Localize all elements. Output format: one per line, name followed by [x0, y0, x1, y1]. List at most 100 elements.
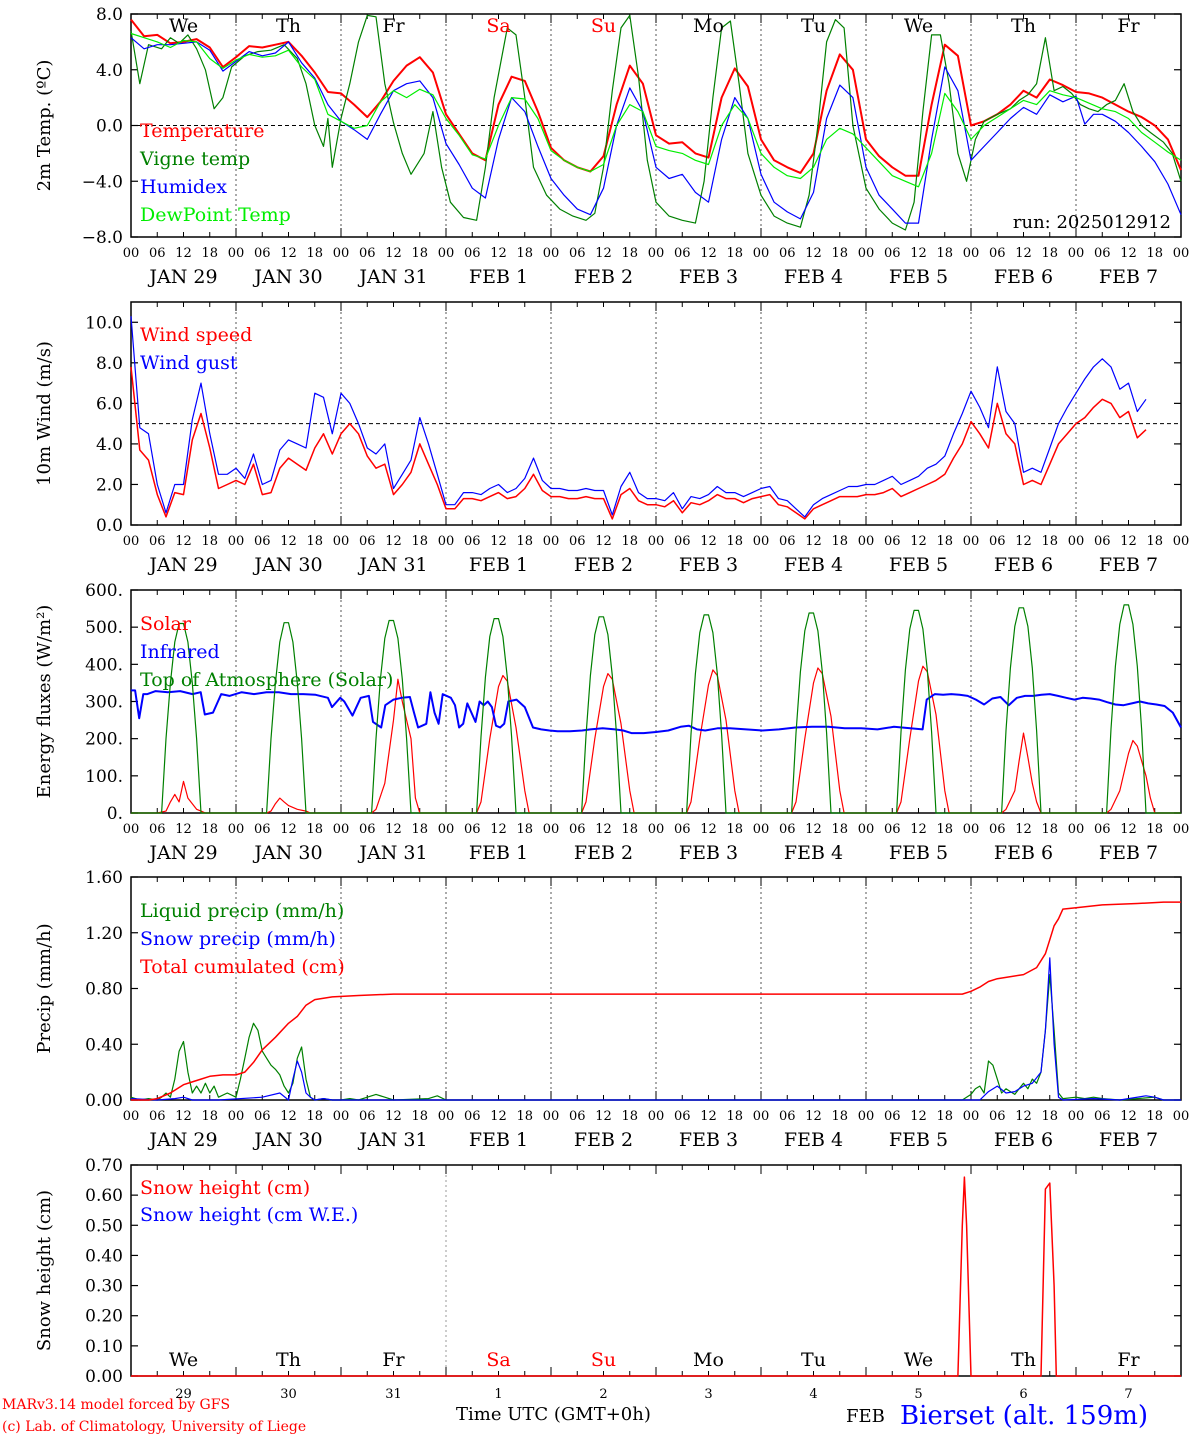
hour-tick-label: 06 — [149, 246, 166, 261]
legend-entry: Snow height (cm W.E.) — [140, 1204, 358, 1226]
hour-tick-label: 12 — [700, 534, 717, 549]
y-tick-label: 500. — [85, 618, 123, 638]
hour-tick-label: 18 — [831, 534, 848, 549]
lab-credit: (c) Lab. of Climatology, University of L… — [2, 1419, 307, 1435]
hour-tick-label: 12 — [1120, 822, 1137, 837]
hour-tick-label: 00 — [963, 822, 980, 837]
hour-tick-label: 18 — [411, 246, 428, 261]
weekday-label: Sa — [486, 1349, 510, 1371]
hour-tick-label: 12 — [385, 1109, 402, 1124]
y-axis-label: 10m Wind (m/s) — [34, 341, 55, 486]
date-label: FEB 3 — [679, 554, 738, 576]
hour-tick-label: 18 — [726, 246, 743, 261]
hour-tick-label: 18 — [306, 534, 323, 549]
hour-tick-label: 12 — [805, 246, 822, 261]
legend-entry: Snow precip (mm/h) — [140, 928, 336, 950]
date-label: FEB 1 — [469, 842, 528, 864]
hour-tick-label: 18 — [936, 822, 953, 837]
hour-tick-label: 00 — [543, 246, 560, 261]
date-label: FEB 7 — [1099, 554, 1158, 576]
hour-tick-label: 12 — [1120, 534, 1137, 549]
hour-tick-label: 00 — [753, 1109, 770, 1124]
weekday-label: Tu — [801, 15, 826, 37]
date-label: FEB 2 — [574, 554, 633, 576]
weekday-label: Fr — [382, 15, 405, 37]
hour-tick-label: 18 — [411, 1109, 428, 1124]
legend-entry: Infrared — [140, 641, 220, 663]
hour-tick-label: 18 — [831, 246, 848, 261]
series-line — [130, 957, 1181, 1101]
hour-tick-label: 06 — [569, 246, 586, 261]
hour-tick-label: 00 — [648, 1109, 665, 1124]
date-label: FEB 4 — [784, 842, 843, 864]
y-tick-label: 1.60 — [85, 868, 123, 888]
hour-tick-label: 00 — [438, 822, 455, 837]
y-tick-label: 0. — [107, 804, 123, 824]
date-label: FEB 2 — [574, 266, 633, 288]
hour-tick-label: 12 — [910, 822, 927, 837]
series-line — [131, 665, 1181, 814]
hour-tick-label: 00 — [963, 534, 980, 549]
y-tick-label: 4.0 — [96, 435, 123, 455]
date-label: FEB 6 — [994, 842, 1053, 864]
weekday-label: Su — [591, 15, 616, 37]
hour-tick-label: 00 — [1068, 822, 1085, 837]
weekday-label: Tu — [801, 1349, 826, 1371]
hour-tick-label: 12 — [175, 1109, 192, 1124]
date-label: JAN 29 — [147, 266, 217, 288]
hour-tick-label: 00 — [963, 1109, 980, 1124]
hour-tick-label: 06 — [149, 534, 166, 549]
hour-tick-label: 06 — [989, 246, 1006, 261]
hour-tick-label: 00 — [858, 822, 875, 837]
hour-tick-label: 18 — [726, 1109, 743, 1124]
day-number-label: 30 — [280, 1387, 297, 1402]
run-annotation: run: 2025012912 — [1013, 212, 1171, 233]
weekday-label: Mo — [693, 1349, 724, 1371]
y-tick-label: 0.60 — [85, 1186, 123, 1206]
hour-tick-label: 18 — [621, 246, 638, 261]
hour-tick-label: 00 — [858, 1109, 875, 1124]
hour-tick-label: 12 — [490, 534, 507, 549]
hour-tick-label: 06 — [674, 246, 691, 261]
hour-tick-label: 06 — [359, 246, 376, 261]
hour-tick-label: 12 — [910, 1109, 927, 1124]
hour-tick-label: 06 — [884, 534, 901, 549]
hour-tick-label: 12 — [385, 246, 402, 261]
hour-tick-label: 18 — [726, 534, 743, 549]
date-label: JAN 30 — [252, 842, 322, 864]
date-label: FEB 3 — [679, 842, 738, 864]
date-label: FEB 3 — [679, 1129, 738, 1151]
day-number-label: 29 — [175, 1387, 192, 1402]
weekday-label: We — [169, 1349, 198, 1371]
series-line — [130, 18, 1182, 177]
hour-tick-label: 12 — [805, 822, 822, 837]
hour-tick-label: 12 — [1120, 1109, 1137, 1124]
station-name: Bierset (alt. 159m) — [900, 1401, 1149, 1431]
weekday-label: Th — [276, 1349, 301, 1371]
date-label: JAN 31 — [357, 266, 427, 288]
hour-tick-label: 18 — [516, 1109, 533, 1124]
hour-tick-label: 12 — [175, 822, 192, 837]
time-axis-label: Time UTC (GMT+0h) — [456, 1404, 651, 1425]
day-number-label: 2 — [599, 1387, 607, 1402]
hour-tick-label: 00 — [228, 822, 245, 837]
hour-tick-label: 00 — [438, 1109, 455, 1124]
hour-tick-label: 00 — [543, 1109, 560, 1124]
hour-tick-label: 00 — [648, 246, 665, 261]
hour-tick-label: 00 — [333, 534, 350, 549]
legend-entry: Wind gust — [140, 352, 238, 374]
date-label: FEB 3 — [679, 266, 738, 288]
hour-tick-label: 06 — [149, 822, 166, 837]
hour-tick-label: 18 — [201, 822, 218, 837]
y-tick-label: 0.70 — [85, 1156, 123, 1176]
hour-tick-label: 12 — [490, 246, 507, 261]
weekday-label: Fr — [1117, 15, 1140, 37]
hour-tick-label: 00 — [648, 822, 665, 837]
hour-tick-label: 18 — [306, 1109, 323, 1124]
hour-tick-label: 12 — [385, 534, 402, 549]
hour-tick-label: 12 — [280, 246, 297, 261]
y-tick-label: 0.40 — [85, 1035, 123, 1055]
hour-tick-label: 00 — [1173, 822, 1190, 837]
date-label: FEB 7 — [1099, 1129, 1158, 1151]
hour-tick-label: 00 — [228, 246, 245, 261]
